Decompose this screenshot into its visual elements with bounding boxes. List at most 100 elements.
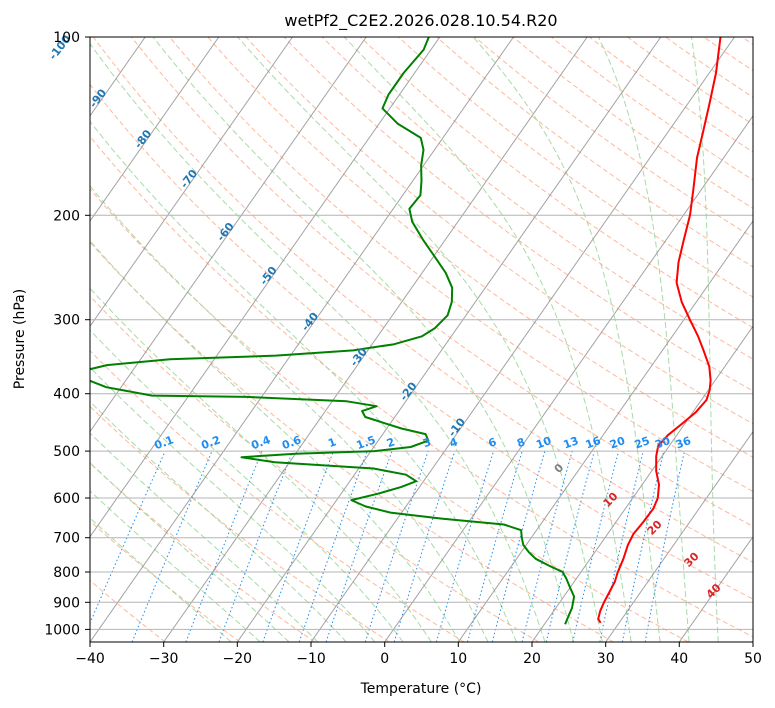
mixing-ratio-label: 3 — [421, 435, 433, 450]
y-tick-label: 400 — [53, 387, 80, 403]
dry-adiabat-line — [169, 37, 753, 493]
dry-adiabat-line — [90, 295, 540, 642]
moist-adiabat-line — [237, 37, 603, 642]
mixing-ratio-line — [621, 450, 665, 642]
x-tick-label: 20 — [523, 651, 541, 667]
isotherm-line — [90, 37, 441, 538]
moist-adiabat-line — [90, 120, 517, 642]
dry-adiabat-line — [321, 37, 753, 360]
mixing-ratio-line — [572, 450, 620, 642]
isotherm-line — [90, 37, 514, 642]
x-tick-label: 40 — [670, 651, 688, 667]
mixing-ratio-label: 36 — [674, 434, 693, 452]
mixing-ratio-line — [599, 450, 644, 642]
mixing-ratio-label: 10 — [534, 434, 553, 452]
mixing-ratio-label: 4 — [448, 435, 460, 450]
isotherm-line — [90, 37, 293, 328]
moist-adiabat-line — [691, 37, 719, 642]
moist-adiabat-line — [90, 366, 376, 642]
mixing-ratio-label: 25 — [633, 434, 652, 451]
moist-adiabat-line — [343, 37, 632, 642]
y-tick-label: 900 — [53, 595, 80, 611]
plot-frame — [89, 36, 754, 643]
mixing-ratio-label: 0.2 — [199, 433, 222, 452]
x-tick-label: −20 — [223, 651, 253, 667]
moist-adiabat-line — [472, 37, 661, 642]
dewpoint-line — [90, 37, 576, 625]
moist-adiabat-line — [90, 432, 319, 642]
x-axis-label: Temperature (°C) — [360, 681, 482, 697]
mixing-ratio-line — [131, 450, 213, 642]
dry-adiabat-line — [92, 37, 753, 563]
y-axis-label: Pressure (hPa) — [12, 289, 28, 389]
mixing-ratio-line — [435, 450, 495, 642]
mixing-ratio-label: 8 — [515, 435, 527, 450]
isotherm-line — [310, 37, 735, 642]
chart-title: wetPf2_C2E2.2026.028.10.54.R20 — [284, 11, 557, 31]
dry-adiabat-line — [90, 462, 315, 642]
mixing-ratio-label: 0.1 — [153, 433, 176, 452]
mixing-ratio-line — [298, 450, 368, 642]
mixing-ratio-label: 0.6 — [280, 433, 303, 452]
dry-adiabat-line — [90, 83, 753, 600]
moist-adiabat-line — [90, 400, 347, 642]
background-lines — [90, 37, 753, 642]
isotherm-line — [236, 37, 662, 642]
moist-adiabat-line — [152, 37, 575, 642]
y-tick-label: 600 — [53, 491, 80, 507]
dry-adiabat-line — [550, 37, 753, 181]
mixing-ratio-line — [364, 450, 429, 642]
moist-adiabat-line — [90, 185, 489, 642]
y-tick-label: 500 — [53, 444, 80, 460]
mixing-ratio-label: 0.4 — [249, 433, 272, 452]
temperature-line — [597, 37, 722, 624]
y-tick-label: 700 — [53, 531, 80, 547]
dry-adiabat-line — [90, 188, 689, 642]
isotherm-line — [384, 114, 753, 642]
mixing-ratio-line — [325, 450, 393, 642]
x-tick-label: −30 — [149, 651, 179, 667]
y-tick-label: 200 — [53, 208, 80, 224]
moist-adiabat-line — [598, 37, 690, 642]
mixing-ratio-line — [467, 450, 523, 642]
isotherm-line — [531, 325, 753, 642]
x-axis: −40 −30 −20 −10 0 10 20 30 40 50 — [75, 642, 762, 667]
mixing-ratio-line — [644, 450, 685, 642]
mixing-ratio-label: 2 — [385, 435, 397, 450]
mixing-ratio-label: 6 — [487, 435, 499, 450]
mixing-ratio-label: 16 — [584, 434, 603, 452]
x-tick-label: −40 — [75, 651, 105, 667]
mixing-ratio-label: 1 — [326, 435, 338, 450]
isotherm-line — [605, 430, 753, 642]
dry-adiabat-line — [90, 520, 241, 642]
y-tick-label: 800 — [53, 565, 80, 581]
mixing-ratio-line — [521, 450, 573, 642]
x-tick-label: −10 — [296, 651, 326, 667]
dry-adiabat-line — [512, 37, 753, 209]
isotherm-line — [457, 220, 753, 642]
mixing-ratio-line — [393, 450, 456, 642]
isotherm-line — [90, 37, 220, 222]
moist-adiabat-line — [90, 240, 461, 642]
y-tick-label: 100 — [53, 30, 80, 46]
series-lines — [90, 37, 722, 625]
dry-adiabat-line — [90, 241, 614, 642]
mixing-ratio-label: 30 — [653, 434, 672, 452]
dry-adiabat-line — [131, 37, 753, 527]
mixing-ratio-label: 13 — [562, 434, 581, 451]
dry-adiabat-line — [207, 37, 753, 458]
y-axis: 100 200 300 400 500 600 700 800 900 1000 — [44, 30, 90, 638]
moist-adiabat-line — [90, 517, 232, 642]
mixing-ratio-label: 20 — [608, 434, 627, 452]
x-tick-label: 30 — [597, 651, 615, 667]
x-tick-label: 10 — [449, 651, 467, 667]
y-tick-label: 1000 — [44, 622, 80, 638]
mixing-ratio-line — [491, 450, 546, 642]
dry-adiabat-line — [360, 37, 753, 329]
dry-adiabat-line — [283, 37, 753, 392]
moist-adiabat-line — [90, 490, 261, 642]
y-tick-label: 300 — [53, 313, 80, 329]
dry-adiabat-line — [436, 37, 753, 268]
